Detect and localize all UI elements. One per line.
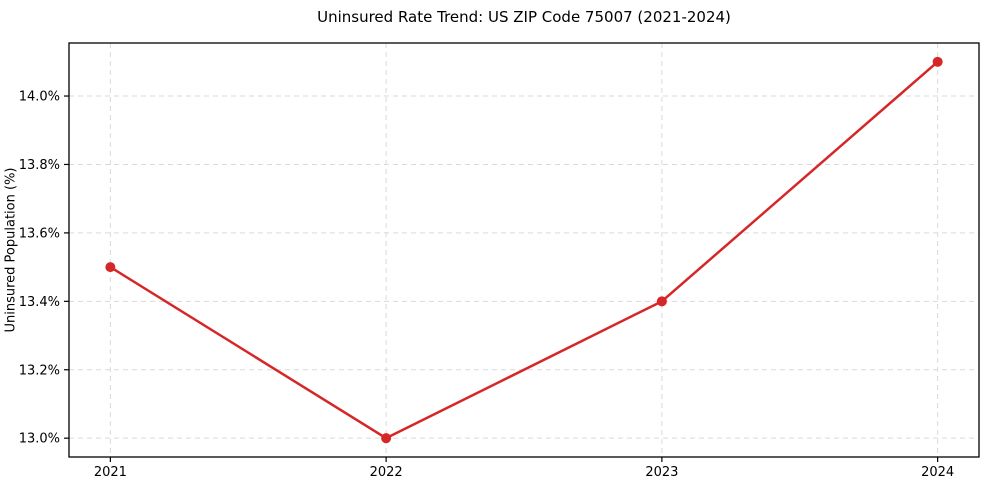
chart-title: Uninsured Rate Trend: US ZIP Code 75007 …	[317, 8, 731, 26]
y-tick-label: 13.0%	[19, 432, 60, 447]
data-point-marker	[381, 433, 392, 444]
x-tick-label: 2023	[645, 465, 678, 480]
x-tick-label: 2022	[370, 465, 403, 480]
x-tick-label: 2021	[94, 465, 127, 480]
y-tick-label: 14.0%	[19, 90, 60, 105]
data-point-marker	[105, 262, 116, 273]
plot-border	[68, 42, 980, 458]
trend-line	[109, 60, 939, 440]
y-tick-label: 13.2%	[19, 363, 60, 378]
y-tick-label: 13.6%	[19, 226, 60, 241]
data-point-marker	[656, 296, 667, 307]
y-tick-label: 13.8%	[19, 158, 60, 173]
y-tick-label: 13.4%	[19, 295, 60, 310]
x-tick-label: 2024	[921, 465, 954, 480]
data-point-marker	[932, 56, 943, 67]
